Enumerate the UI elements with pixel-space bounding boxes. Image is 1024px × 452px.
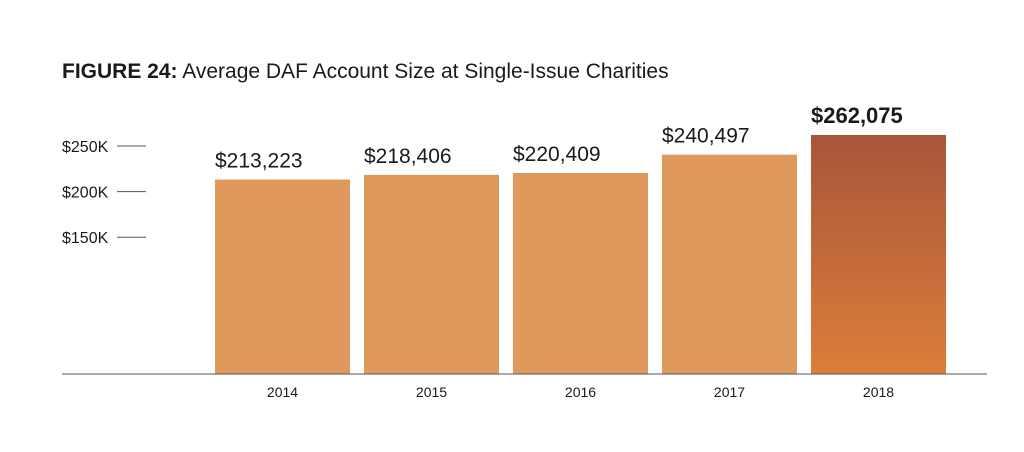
x-axis-labels: 2014 2015 2016 2017 2018 bbox=[267, 384, 894, 400]
bar-2014 bbox=[215, 179, 350, 374]
y-tick-label: $250K bbox=[62, 139, 109, 156]
x-tick-label: 2015 bbox=[416, 384, 447, 400]
x-tick-label: 2017 bbox=[714, 384, 745, 400]
y-tick-label: $200K bbox=[62, 185, 109, 202]
chart-title: FIGURE 24: Average DAF Account Size at S… bbox=[62, 60, 669, 84]
x-tick-label: 2016 bbox=[565, 384, 596, 400]
data-label: $218,406 bbox=[364, 145, 452, 168]
data-label: $213,223 bbox=[215, 150, 303, 173]
data-label: $220,409 bbox=[513, 143, 601, 166]
bar-2017 bbox=[662, 154, 797, 374]
bars-group: $213,223 $218,406 $220,409 $240,497 $262,075 bbox=[215, 103, 946, 374]
data-label: $240,497 bbox=[662, 125, 750, 148]
figure-title: Average DAF Account Size at Single-Issue… bbox=[182, 60, 669, 83]
bar-2016 bbox=[513, 172, 648, 374]
y-tick-label: $150K bbox=[62, 230, 109, 247]
bar-2018 bbox=[811, 134, 946, 374]
y-axis: $150K $200K $250K bbox=[62, 139, 146, 247]
x-tick-label: 2014 bbox=[267, 384, 298, 400]
x-tick-label: 2018 bbox=[863, 384, 894, 400]
data-label: $262,075 bbox=[811, 103, 903, 128]
figure-label: FIGURE 24: bbox=[62, 60, 178, 83]
bar-2015 bbox=[364, 174, 499, 374]
